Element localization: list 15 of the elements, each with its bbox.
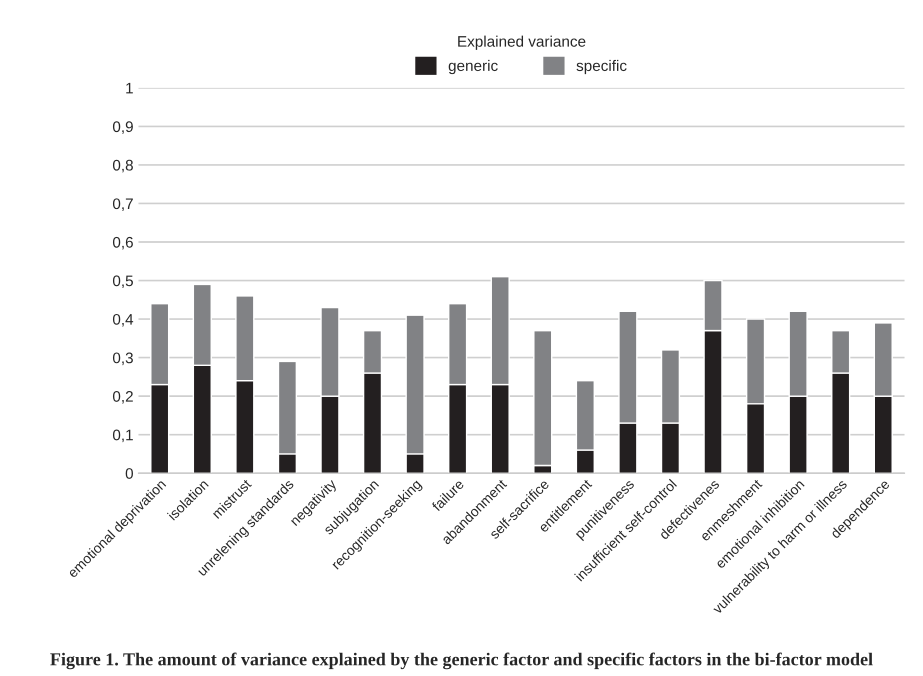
y-tick-label: 0,1 — [112, 430, 133, 442]
y-tick-label: 0,4 — [112, 314, 134, 327]
legend-label: generic — [448, 60, 498, 74]
y-tick-label: 0,2 — [112, 391, 133, 404]
y-tick-label: 0,3 — [112, 352, 133, 366]
y-tick-label: 0 — [126, 468, 133, 479]
y-tick-label: 0,8 — [112, 160, 133, 172]
y-tick-label: 1 — [126, 82, 133, 94]
y-tick-label: 0,9 — [112, 121, 133, 134]
legend-title: Explained variance — [458, 36, 586, 50]
y-tick-label: 0,6 — [112, 236, 133, 250]
text: Figure 1. The amount of variance explained by the generic factor and specific factors in the bi-factor model — [50, 652, 873, 670]
y-tick-label: 0,5 — [112, 275, 133, 288]
y-tick-label: 0,7 — [112, 198, 133, 211]
legend-label: specific — [576, 60, 627, 74]
